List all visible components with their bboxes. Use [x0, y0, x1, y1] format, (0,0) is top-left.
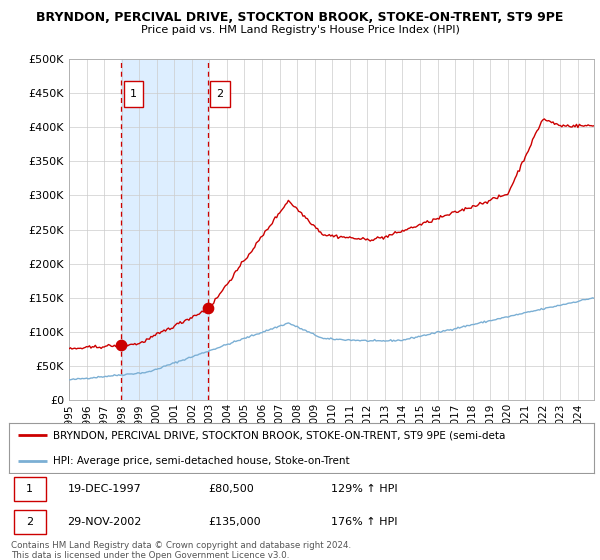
Point: [116, 341, 126, 350]
Text: HPI: Average price, semi-detached house, Stoke-on-Trent: HPI: Average price, semi-detached house,…: [53, 456, 349, 465]
Text: £80,500: £80,500: [208, 484, 254, 494]
Text: 29-NOV-2002: 29-NOV-2002: [67, 517, 142, 527]
Text: 1: 1: [130, 88, 137, 99]
Bar: [211, 81, 230, 106]
Text: 19-DEC-1997: 19-DEC-1997: [67, 484, 141, 494]
Text: 2: 2: [217, 88, 224, 99]
Text: 176% ↑ HPI: 176% ↑ HPI: [331, 517, 397, 527]
Bar: [124, 81, 143, 106]
Text: BRYNDON, PERCIVAL DRIVE, STOCKTON BROOK, STOKE-ON-TRENT, ST9 9PE: BRYNDON, PERCIVAL DRIVE, STOCKTON BROOK,…: [37, 11, 563, 24]
Text: 2: 2: [26, 517, 34, 527]
Text: 1: 1: [26, 484, 33, 494]
Text: Price paid vs. HM Land Registry's House Price Index (HPI): Price paid vs. HM Land Registry's House …: [140, 25, 460, 35]
Text: Contains HM Land Registry data © Crown copyright and database right 2024.
This d: Contains HM Land Registry data © Crown c…: [11, 541, 351, 560]
Bar: [121, 59, 208, 400]
Point: [203, 304, 212, 312]
Text: £135,000: £135,000: [208, 517, 260, 527]
Text: 129% ↑ HPI: 129% ↑ HPI: [331, 484, 397, 494]
Text: BRYNDON, PERCIVAL DRIVE, STOCKTON BROOK, STOKE-ON-TRENT, ST9 9PE (semi-deta: BRYNDON, PERCIVAL DRIVE, STOCKTON BROOK,…: [53, 431, 505, 440]
Bar: [14, 477, 46, 501]
Bar: [14, 510, 46, 534]
